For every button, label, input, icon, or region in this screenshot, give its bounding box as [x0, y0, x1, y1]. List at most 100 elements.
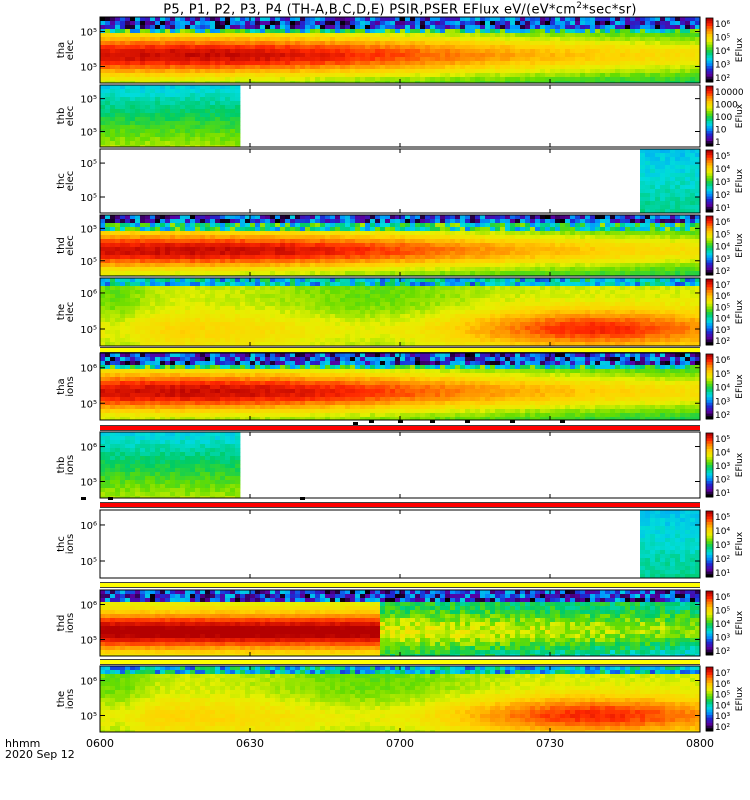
heatmap-cell: [205, 53, 211, 58]
heatmap-cell: [560, 247, 566, 252]
heatmap-cell: [450, 21, 456, 26]
heatmap-cell: [300, 267, 306, 272]
heatmap-cell: [205, 125, 211, 130]
heatmap-cell: [315, 263, 321, 268]
heatmap-cell: [110, 219, 116, 224]
heatmap-cell: [180, 141, 186, 146]
heatmap-cell: [150, 85, 156, 90]
heatmap-cell: [160, 227, 166, 232]
heatmap-cell: [350, 61, 356, 66]
heatmap-cell: [675, 173, 681, 178]
heatmap-cell: [130, 263, 136, 268]
heatmap-cell: [630, 267, 636, 272]
heatmap-cell: [130, 81, 136, 84]
heatmap-cell: [170, 33, 176, 38]
heatmap-cell: [420, 231, 426, 236]
heatmap-cell: [135, 97, 141, 102]
heatmap-cell: [520, 69, 526, 74]
heatmap-cell: [215, 267, 221, 272]
panel-ylabel: thd: [56, 237, 67, 254]
heatmap-cell: [320, 215, 326, 220]
heatmap-cell: [130, 41, 136, 46]
heatmap-cell: [485, 231, 491, 236]
heatmap-cell: [685, 259, 691, 264]
heatmap-cell: [490, 251, 496, 256]
heatmap-cell: [305, 215, 311, 220]
heatmap-cell: [220, 117, 226, 122]
heatmap-cell: [130, 290, 136, 295]
heatmap-cell: [120, 117, 126, 122]
heatmap-cell: [130, 271, 136, 276]
heatmap-cell: [145, 306, 151, 311]
heatmap-cell: [140, 129, 146, 134]
heatmap-cell: [230, 93, 236, 98]
heatmap-cell: [515, 271, 521, 276]
heatmap-cell: [645, 239, 651, 244]
heatmap-cell: [555, 57, 561, 62]
heatmap-cell: [550, 41, 556, 46]
heatmap-cell: [490, 57, 496, 62]
heatmap-cell: [105, 129, 111, 134]
colorbar-swatch: [706, 252, 713, 256]
heatmap-cell: [650, 185, 656, 190]
heatmap-cell: [570, 259, 576, 264]
heatmap-cell: [225, 263, 231, 268]
heatmap-cell: [370, 57, 376, 62]
heatmap-cell: [505, 49, 511, 54]
heatmap-cell: [235, 25, 241, 30]
heatmap-cell: [620, 41, 626, 46]
heatmap-cell: [655, 169, 661, 174]
heatmap-cell: [145, 334, 151, 339]
heatmap-cell: [135, 129, 141, 134]
heatmap-cell: [445, 25, 451, 30]
heatmap-cell: [235, 267, 241, 272]
heatmap-cell: [175, 49, 181, 54]
heatmap-cell: [120, 141, 126, 146]
heatmap-cell: [230, 259, 236, 264]
heatmap-cell: [675, 53, 681, 58]
heatmap-cell: [160, 109, 166, 114]
heatmap-cell: [645, 169, 651, 174]
heatmap-cell: [185, 29, 191, 34]
heatmap-cell: [480, 251, 486, 256]
heatmap-cell: [145, 267, 151, 272]
heatmap-cell: [425, 251, 431, 256]
heatmap-cell: [670, 205, 676, 210]
heatmap-cell: [150, 133, 156, 138]
heatmap-cell: [190, 133, 196, 138]
heatmap-cell: [215, 65, 221, 70]
heatmap-cell: [155, 129, 161, 134]
heatmap-cell: [205, 227, 211, 232]
heatmap-cell: [685, 185, 691, 190]
heatmap-cell: [205, 223, 211, 228]
heatmap-cell: [140, 105, 146, 110]
heatmap-cell: [130, 137, 136, 142]
heatmap-cell: [315, 219, 321, 224]
heatmap-cell: [265, 69, 271, 74]
heatmap-cell: [590, 267, 596, 272]
heatmap-cell: [685, 25, 691, 30]
heatmap-cell: [240, 77, 246, 82]
colorbar-swatch: [706, 141, 713, 144]
heatmap-cell: [115, 33, 121, 38]
heatmap-cell: [265, 57, 271, 62]
heatmap-cell: [350, 29, 356, 34]
heatmap-cell: [650, 271, 656, 276]
heatmap-cell: [340, 223, 346, 228]
heatmap-cell: [580, 17, 586, 22]
heatmap-cell: [115, 133, 121, 138]
heatmap-cell: [480, 77, 486, 82]
heatmap-cell: [530, 33, 536, 38]
heatmap-cell: [625, 77, 631, 82]
heatmap-cell: [100, 121, 106, 126]
heatmap-cell: [215, 223, 221, 228]
heatmap-cell: [225, 65, 231, 70]
heatmap-cell: [595, 219, 601, 224]
heatmap-cell: [580, 29, 586, 34]
heatmap-cell: [430, 215, 436, 220]
heatmap-cell: [575, 215, 581, 220]
heatmap-cell: [475, 29, 481, 34]
heatmap-cell: [210, 49, 216, 54]
heatmap-cell: [300, 239, 306, 244]
heatmap-cell: [310, 41, 316, 46]
